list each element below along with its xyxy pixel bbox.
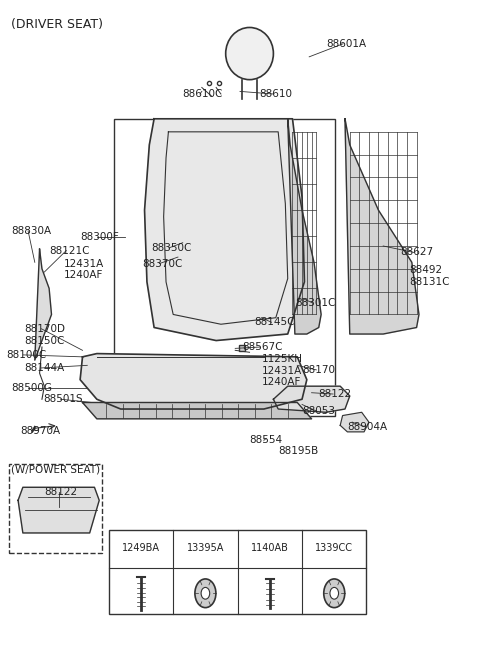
Text: 1140AB: 1140AB	[251, 544, 289, 553]
Text: 12431A: 12431A	[262, 365, 302, 375]
Text: 88170D: 88170D	[24, 324, 65, 334]
Polygon shape	[83, 403, 312, 419]
Polygon shape	[345, 119, 419, 334]
Text: 88501S: 88501S	[43, 394, 83, 404]
Text: 88627: 88627	[400, 248, 433, 257]
Polygon shape	[80, 354, 307, 409]
Text: 88150C: 88150C	[24, 335, 65, 346]
Text: 88601A: 88601A	[326, 39, 366, 48]
Text: 88500G: 88500G	[11, 383, 52, 392]
Text: 88567C: 88567C	[242, 342, 283, 352]
Circle shape	[201, 588, 210, 599]
Polygon shape	[274, 386, 350, 412]
Bar	[9, 464, 102, 553]
Text: 13395A: 13395A	[187, 544, 224, 553]
Text: 88122: 88122	[44, 487, 77, 497]
Text: 88122: 88122	[319, 389, 352, 399]
Text: 1339CC: 1339CC	[315, 544, 353, 553]
Text: 1240AF: 1240AF	[63, 271, 103, 280]
Text: 88144A: 88144A	[24, 363, 64, 373]
Circle shape	[330, 588, 338, 599]
Polygon shape	[144, 119, 304, 341]
Text: 88170: 88170	[302, 365, 335, 375]
Text: 88610: 88610	[259, 89, 292, 99]
Text: 88830A: 88830A	[11, 226, 51, 236]
Text: 88610C: 88610C	[183, 89, 223, 99]
Circle shape	[195, 579, 216, 608]
Polygon shape	[18, 487, 99, 533]
Circle shape	[324, 579, 345, 608]
Text: 88370C: 88370C	[142, 259, 182, 269]
Bar	[109, 530, 366, 614]
Text: 88554: 88554	[250, 436, 283, 445]
Text: 88970A: 88970A	[21, 426, 60, 436]
Text: 88350C: 88350C	[152, 243, 192, 253]
Text: 88131C: 88131C	[409, 277, 450, 287]
Polygon shape	[340, 412, 369, 432]
Text: 88300F: 88300F	[80, 233, 119, 242]
Text: 1249BA: 1249BA	[122, 544, 160, 553]
Text: 1125KH: 1125KH	[262, 354, 302, 364]
Text: (W/POWER SEAT): (W/POWER SEAT)	[11, 464, 100, 475]
Text: (DRIVER SEAT): (DRIVER SEAT)	[11, 18, 103, 31]
Text: 88100C: 88100C	[6, 350, 47, 360]
Text: 1240AF: 1240AF	[262, 377, 301, 387]
Bar	[114, 119, 336, 415]
Text: 88121C: 88121C	[49, 246, 90, 255]
Text: 88492: 88492	[409, 265, 443, 275]
Text: 12431A: 12431A	[63, 259, 104, 269]
Text: 88904A: 88904A	[348, 422, 387, 432]
Text: 88053: 88053	[302, 406, 335, 416]
Ellipse shape	[226, 28, 274, 80]
Text: 88145C: 88145C	[254, 317, 295, 328]
Text: 88195B: 88195B	[278, 447, 318, 457]
Polygon shape	[35, 250, 51, 360]
Text: 88301C: 88301C	[295, 298, 335, 308]
Polygon shape	[288, 119, 321, 334]
